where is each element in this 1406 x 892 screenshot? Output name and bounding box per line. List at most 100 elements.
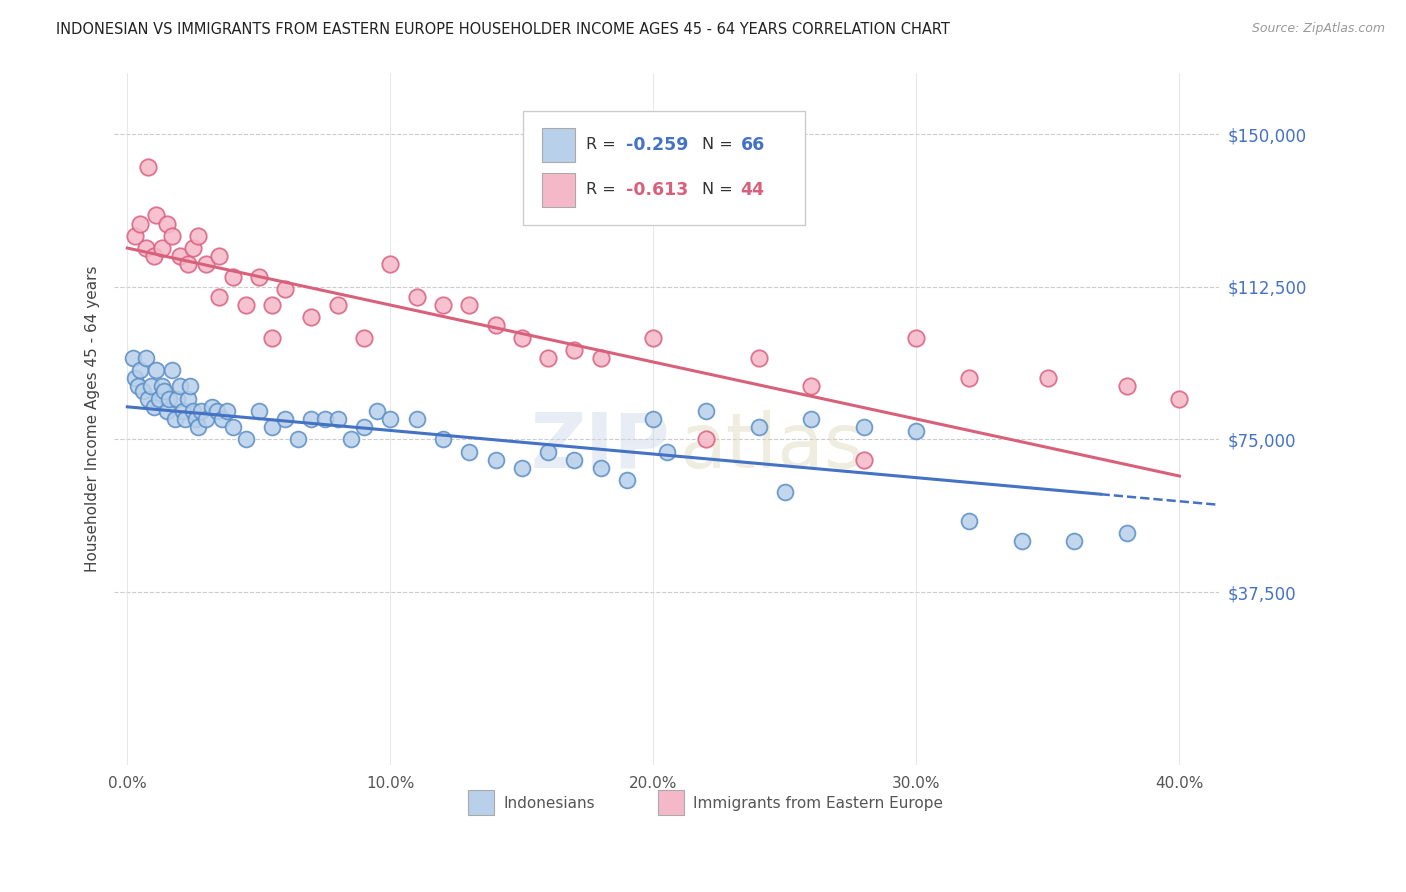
Point (405, 290, 427, 304)
Point (852, 420, 875, 434)
Point (205, 404, 228, 418)
Point (405, 412, 427, 426)
Point (179, 379, 201, 393)
Point (200, 400, 222, 414)
Text: N =: N = (702, 183, 738, 197)
Point (589, 461, 612, 475)
Point (800, 379, 823, 393)
Point (156, 217, 179, 231)
Point (274, 412, 297, 426)
Point (484, 452, 506, 467)
Point (163, 412, 186, 426)
Point (643, 330, 665, 344)
Point (340, 433, 363, 447)
Point (145, 209, 167, 223)
Point (957, 371, 980, 385)
Point (326, 298, 349, 312)
Point (177, 257, 200, 271)
Point (748, 420, 770, 434)
Point (616, 473, 638, 487)
Text: N =: N = (702, 137, 738, 153)
Point (172, 404, 194, 418)
Point (353, 420, 375, 434)
Point (852, 452, 875, 467)
Point (124, 228, 146, 243)
Point (138, 160, 160, 174)
Point (380, 412, 402, 426)
Point (132, 384, 155, 398)
Point (537, 444, 560, 458)
Text: Immigrants from Eastern Europe: Immigrants from Eastern Europe (693, 796, 943, 811)
Text: -0.613: -0.613 (626, 181, 688, 199)
Point (195, 412, 218, 426)
Point (260, 298, 283, 312)
Point (1115, 379, 1137, 393)
FancyBboxPatch shape (468, 790, 495, 815)
Point (190, 404, 212, 418)
Point (181, 404, 204, 418)
Point (235, 298, 257, 312)
Point (247, 269, 270, 284)
Point (655, 444, 678, 458)
Point (301, 310, 323, 325)
Point (748, 351, 770, 365)
Point (957, 514, 980, 528)
Point (169, 249, 191, 263)
FancyBboxPatch shape (658, 790, 685, 815)
Point (150, 241, 173, 255)
Point (800, 412, 823, 426)
Point (905, 330, 928, 344)
FancyBboxPatch shape (523, 111, 804, 226)
Point (169, 379, 191, 393)
Point (211, 412, 233, 426)
Point (432, 433, 454, 447)
Point (166, 392, 188, 406)
Text: atlas: atlas (679, 409, 863, 483)
Point (221, 269, 243, 284)
Point (458, 444, 481, 458)
Point (260, 330, 283, 344)
Point (148, 392, 170, 406)
Point (138, 392, 160, 406)
Text: INDONESIAN VS IMMIGRANTS FROM EASTERN EUROPE HOUSEHOLDER INCOME AGES 45 - 64 YEA: INDONESIAN VS IMMIGRANTS FROM EASTERN EU… (56, 22, 950, 37)
Text: 66: 66 (741, 136, 765, 154)
Point (156, 404, 179, 418)
Point (247, 404, 270, 418)
Point (187, 228, 209, 243)
Point (153, 384, 176, 398)
Point (287, 433, 309, 447)
FancyBboxPatch shape (541, 128, 575, 161)
Point (160, 228, 183, 243)
Point (160, 363, 183, 377)
Point (142, 249, 165, 263)
Point (301, 412, 323, 426)
Point (208, 290, 231, 304)
Point (124, 371, 146, 385)
Point (195, 257, 218, 271)
Text: 44: 44 (741, 181, 765, 199)
Text: Source: ZipAtlas.com: Source: ZipAtlas.com (1251, 22, 1385, 36)
Text: ZIP: ZIP (530, 409, 671, 483)
Point (432, 298, 454, 312)
FancyBboxPatch shape (541, 173, 575, 207)
Point (484, 318, 506, 333)
Point (537, 351, 560, 365)
Point (564, 343, 586, 357)
Point (564, 452, 586, 467)
Point (1115, 526, 1137, 541)
Point (695, 404, 717, 418)
Point (260, 420, 283, 434)
Point (159, 392, 181, 406)
Point (208, 249, 231, 263)
Point (1168, 392, 1191, 406)
Point (773, 485, 796, 500)
Point (217, 404, 239, 418)
Point (181, 241, 204, 255)
Point (127, 379, 149, 393)
Point (510, 461, 533, 475)
Point (353, 330, 375, 344)
Point (380, 257, 402, 271)
Point (145, 363, 167, 377)
Point (177, 392, 200, 406)
Point (129, 217, 152, 231)
